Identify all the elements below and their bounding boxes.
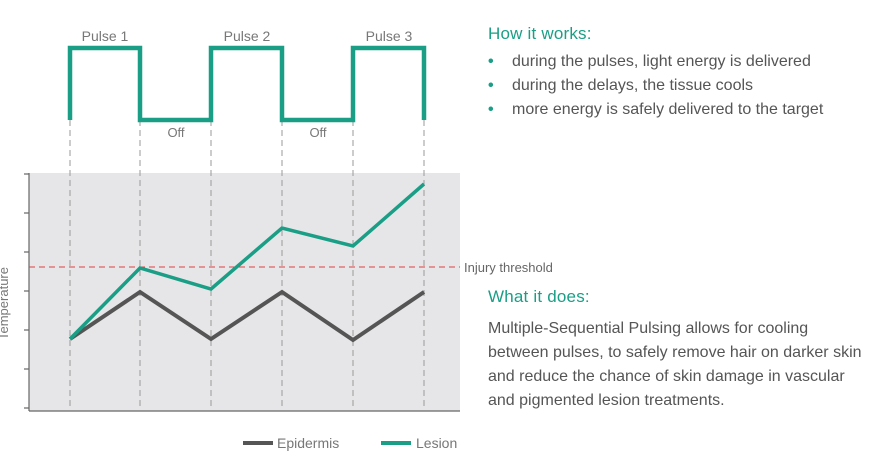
epidermis-line: [68, 289, 426, 343]
bullet-icon: •: [488, 53, 494, 70]
bullet-text: during the pulses, light energy is deliv…: [512, 53, 811, 70]
how-it-works-list: • during the pulses, light energy is deli…: [488, 50, 823, 122]
pulse-waveform: [67, 45, 427, 123]
legend-epidermis-label: Epidermis: [277, 435, 339, 451]
list-item: • more energy is safely delivered to the …: [488, 98, 823, 122]
legend: Epidermis Lesion: [243, 435, 457, 451]
pulse-guides: [69, 120, 425, 411]
plot-background: [29, 173, 460, 411]
what-it-does-heading: What it does:: [488, 287, 590, 306]
bullet-icon: •: [488, 77, 494, 94]
y-axis-ticks: [24, 173, 29, 409]
pulse-1-label: Pulse 1: [82, 28, 129, 44]
off-label-2: Off: [309, 125, 326, 140]
bullet-icon: •: [488, 101, 494, 118]
bullet-text: more energy is safely delivered to the t…: [512, 101, 824, 118]
pulse-3-label: Pulse 3: [366, 28, 413, 44]
legend-lesion-label: Lesion: [416, 435, 457, 451]
what-it-does-section: What it does: Multiple-Sequential Pulsin…: [488, 287, 868, 413]
pulse-2-label: Pulse 2: [224, 28, 271, 44]
y-axis-label: Temperature: [0, 267, 11, 340]
what-it-does-text: Multiple-Sequential Pulsing allows for c…: [488, 320, 862, 409]
how-it-works-heading: How it works:: [488, 24, 592, 43]
bullet-text: during the delays, the tissue cools: [512, 77, 754, 94]
how-it-works-section: How it works: • during the pulses, light …: [488, 24, 823, 122]
list-item: • during the pulses, light energy is deli…: [488, 50, 823, 74]
list-item: • during the delays, the tissue cools: [488, 74, 823, 98]
off-label-1: Off: [167, 125, 184, 140]
lesion-line: [68, 182, 426, 341]
injury-threshold-label: Injury threshold: [464, 260, 553, 275]
